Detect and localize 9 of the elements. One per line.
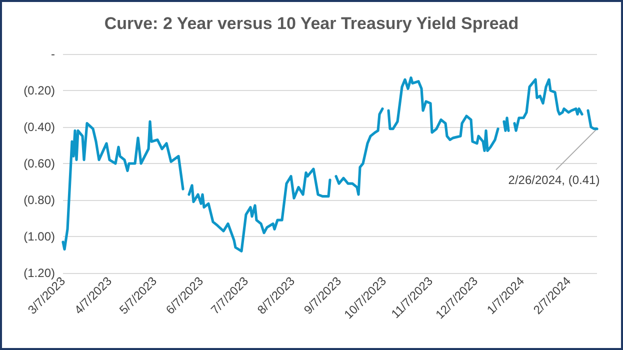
y-tick-label: (0.80)	[24, 193, 55, 207]
annotation: 2/26/2024, (0.41)	[508, 172, 600, 187]
y-tick-label: (0.60)	[24, 156, 55, 170]
chart-title: Curve: 2 Year versus 10 Year Treasury Yield Spread	[104, 14, 519, 33]
y-tick-label: -	[51, 47, 55, 61]
y-tick-label: (0.40)	[24, 120, 55, 134]
y-tick-label: (0.20)	[24, 84, 55, 98]
y-tick-label: (1.00)	[24, 230, 55, 244]
y-tick-label: (1.20)	[24, 266, 55, 280]
